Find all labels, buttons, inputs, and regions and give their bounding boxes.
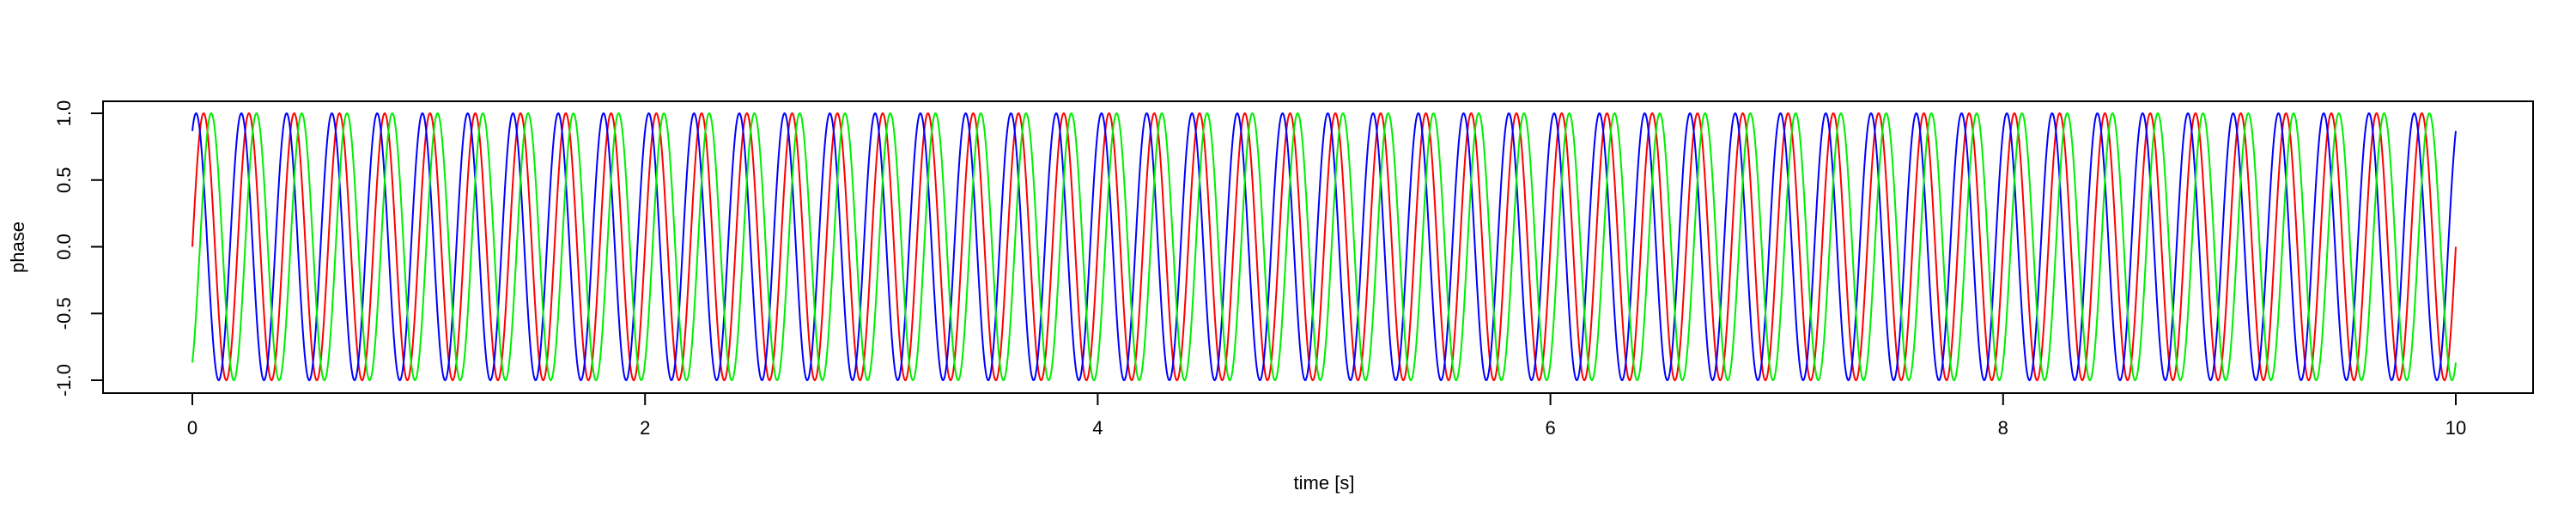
x-tick-label: 6 xyxy=(1545,417,1555,439)
x-tick-label: 2 xyxy=(640,417,650,439)
x-axis-title: time [s] xyxy=(1294,472,1355,494)
y-tick-label: -1.0 xyxy=(53,364,75,397)
series-line-3 xyxy=(191,112,2457,382)
x-axis: 0 2 4 6 8 10 xyxy=(187,392,2466,439)
y-ticks: -1.0 -0.5 0.0 0.5 1.0 xyxy=(53,100,103,397)
series-layer xyxy=(191,112,2457,382)
x-tick-label: 10 xyxy=(2445,417,2466,439)
x-tick-label: 8 xyxy=(1998,417,2008,439)
x-ticks: 0 2 4 6 8 10 xyxy=(187,393,2466,439)
series-line-2 xyxy=(191,112,2457,382)
x-tick-label: 4 xyxy=(1092,417,1103,439)
y-axis: -1.0 -0.5 0.0 0.5 1.0 xyxy=(53,100,104,397)
series-line-1 xyxy=(191,112,2457,382)
y-axis-title: phase xyxy=(7,221,28,273)
y-tick-label: 1.0 xyxy=(53,100,75,127)
y-tick-label: -0.5 xyxy=(53,297,75,330)
y-tick-label: 0.0 xyxy=(53,233,75,260)
plot-area xyxy=(102,100,2534,394)
x-tick-label: 0 xyxy=(187,417,197,439)
y-tick-label: 0.5 xyxy=(53,167,75,193)
